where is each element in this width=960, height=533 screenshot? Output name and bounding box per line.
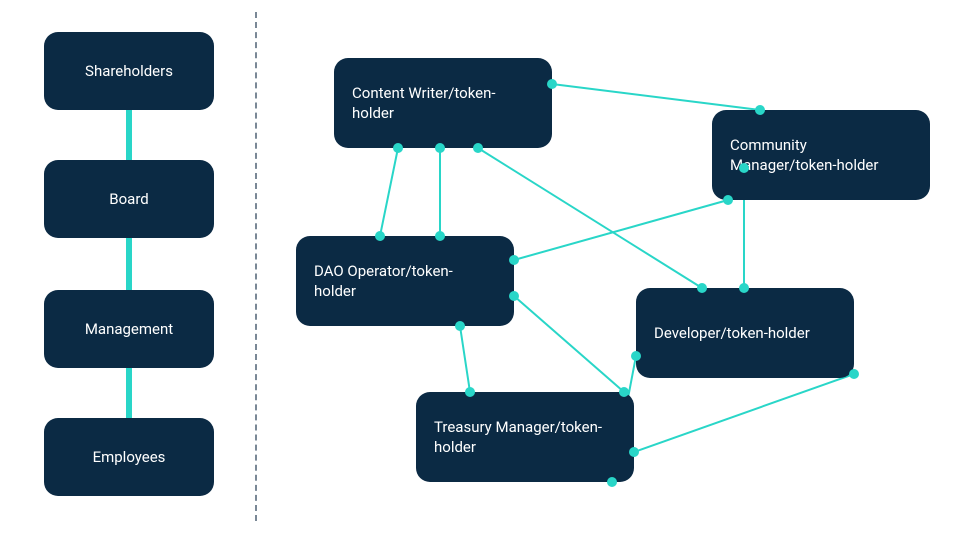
node-label: DAO Operator/token- holder bbox=[314, 261, 496, 302]
node-employees: Employees bbox=[44, 418, 214, 496]
node-community-manager: Community Manager/token-holder bbox=[712, 110, 930, 200]
node-label: Employees bbox=[93, 447, 166, 467]
node-developer: Developer/token-holder bbox=[636, 288, 854, 378]
node-management: Management bbox=[44, 290, 214, 368]
node-label: Community Manager/token-holder bbox=[730, 135, 912, 176]
node-board: Board bbox=[44, 160, 214, 238]
node-dao-operator: DAO Operator/token- holder bbox=[296, 236, 514, 326]
node-label: Board bbox=[109, 189, 148, 209]
node-content-writer: Content Writer/token- holder bbox=[334, 58, 552, 148]
comparison-divider bbox=[255, 12, 257, 521]
node-shareholders: Shareholders bbox=[44, 32, 214, 110]
node-label: Developer/token-holder bbox=[654, 323, 810, 343]
node-treasury-manager: Treasury Manager/token-holder bbox=[416, 392, 634, 482]
node-label: Content Writer/token- holder bbox=[352, 83, 534, 124]
node-label: Treasury Manager/token-holder bbox=[434, 417, 616, 458]
node-label: Shareholders bbox=[85, 61, 173, 81]
node-label: Management bbox=[85, 319, 173, 339]
